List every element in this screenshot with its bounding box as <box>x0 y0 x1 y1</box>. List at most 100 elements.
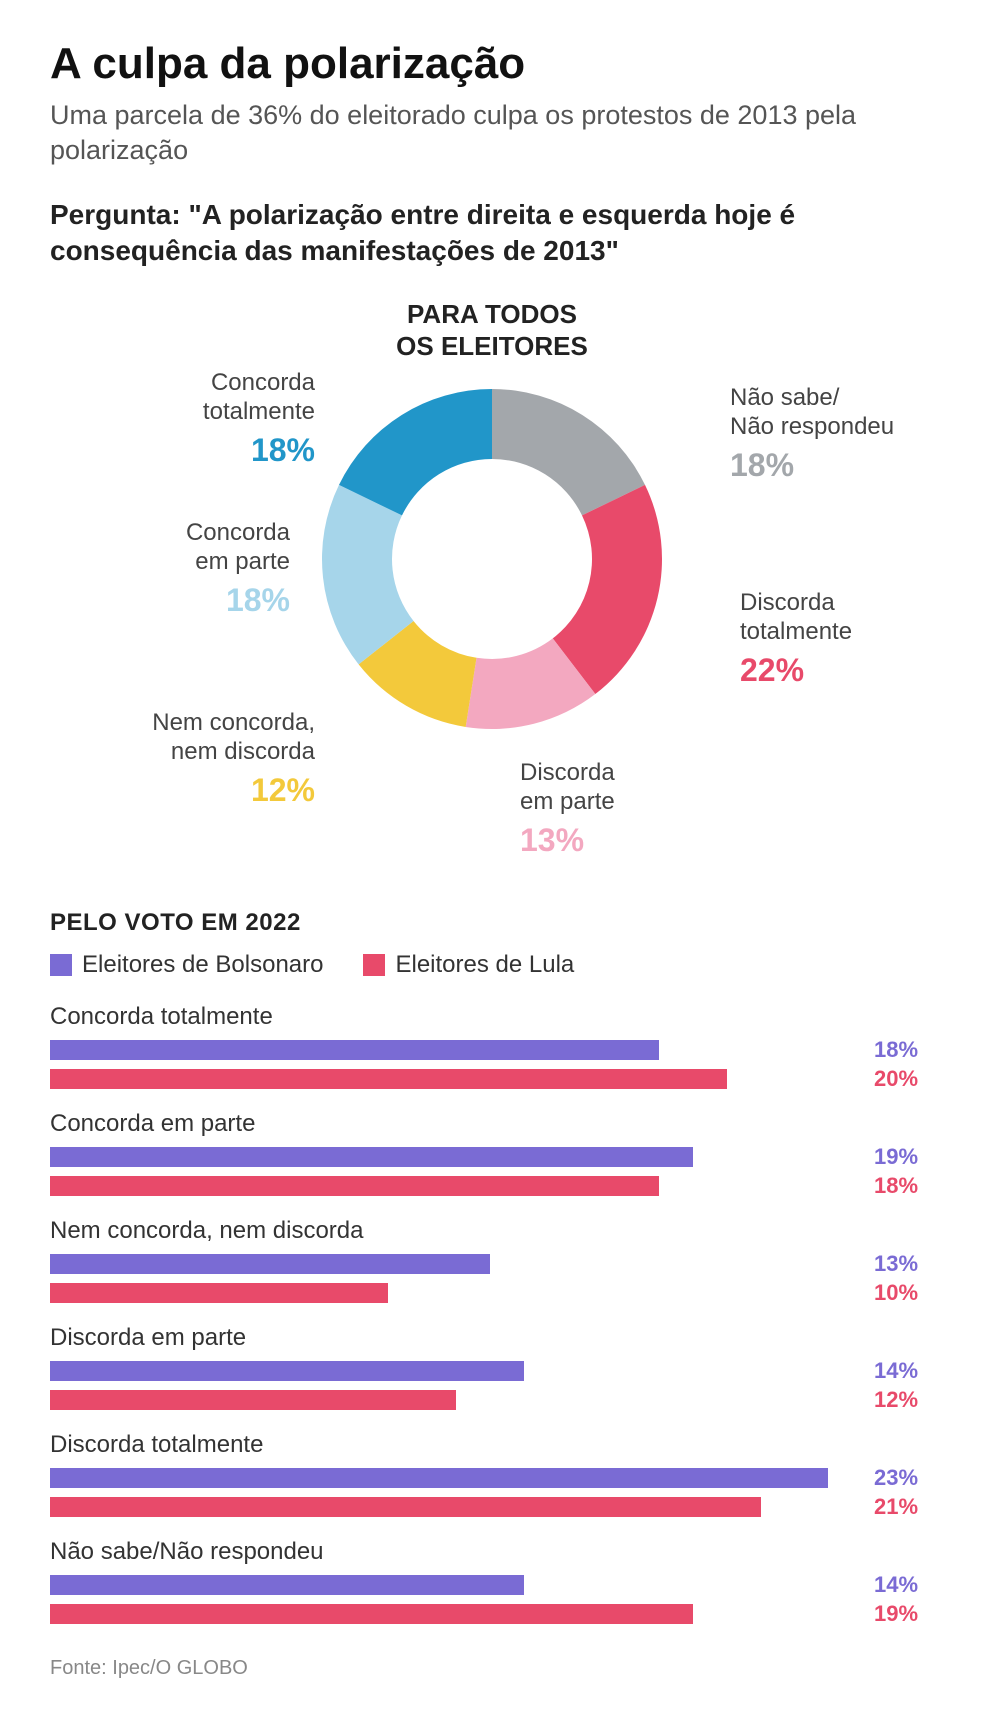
bar-row-bolsonaro: 19% <box>50 1144 934 1170</box>
donut-label-line: Não respondeu <box>730 413 894 442</box>
donut-label-line: Discorda <box>740 589 852 618</box>
bar-value: 13% <box>874 1251 934 1277</box>
bar-row-bolsonaro: 14% <box>50 1358 934 1384</box>
bar-track <box>50 1283 862 1303</box>
legend-item-bolsonaro: Eleitores de Bolsonaro <box>50 951 323 979</box>
donut-label-line: totalmente <box>740 618 852 647</box>
donut-label-line: nem discorda <box>105 738 315 767</box>
bar-value: 14% <box>874 1572 934 1598</box>
bar-fill <box>50 1069 727 1089</box>
donut-label-nao_sabe: Não sabe/Não respondeu 18% <box>730 384 894 484</box>
bar-group: Concorda totalmente 18% 20% <box>50 1003 934 1092</box>
bar-group-label: Discorda totalmente <box>50 1431 934 1459</box>
bar-fill <box>50 1575 524 1595</box>
donut-label-pct: 22% <box>740 651 852 689</box>
donut-label-pct: 18% <box>730 446 894 484</box>
bar-track <box>50 1069 862 1089</box>
bar-group-label: Discorda em parte <box>50 1324 934 1352</box>
bar-fill <box>50 1361 524 1381</box>
donut-label-line: totalmente <box>115 398 315 427</box>
bar-group-label: Não sabe/Não respondeu <box>50 1538 934 1566</box>
bar-row-lula: 20% <box>50 1066 934 1092</box>
bar-fill <box>50 1283 388 1303</box>
bar-track <box>50 1390 862 1410</box>
bar-track <box>50 1604 862 1624</box>
bar-value: 18% <box>874 1037 934 1063</box>
donut-label-line: Concorda <box>90 519 290 548</box>
bar-track <box>50 1176 862 1196</box>
donut-label-line: Nem concorda, <box>105 709 315 738</box>
bar-row-bolsonaro: 23% <box>50 1465 934 1491</box>
bar-track <box>50 1497 862 1517</box>
bar-row-lula: 10% <box>50 1280 934 1306</box>
bar-row-bolsonaro: 14% <box>50 1572 934 1598</box>
donut-section: PARA TODOS OS ELEITORES Não sabe/Não res… <box>50 299 934 899</box>
donut-label-disc_total: Discordatotalmente 22% <box>740 589 852 689</box>
donut-label-line: em parte <box>90 548 290 577</box>
donut-label-disc_parte: Discordaem parte 13% <box>520 759 615 859</box>
donut-label-nem_nem: Nem concorda,nem discorda 12% <box>105 709 315 809</box>
bar-fill <box>50 1390 456 1410</box>
bar-track <box>50 1468 862 1488</box>
donut-title-line: PARA TODOS <box>396 299 588 330</box>
chart-question: Pergunta: "A polarização entre direita e… <box>50 197 934 270</box>
bar-track <box>50 1147 862 1167</box>
bar-value: 19% <box>874 1144 934 1170</box>
bar-track <box>50 1361 862 1381</box>
bars-legend: Eleitores de Bolsonaro Eleitores de Lula <box>50 951 934 979</box>
legend-swatch <box>363 954 385 976</box>
bars-section-title: PELO VOTO EM 2022 <box>50 909 934 937</box>
bar-group-label: Nem concorda, nem discorda <box>50 1217 934 1245</box>
chart-subtitle: Uma parcela de 36% do eleitorado culpa o… <box>50 98 934 168</box>
bar-fill <box>50 1604 693 1624</box>
legend-swatch <box>50 954 72 976</box>
donut-label-line: em parte <box>520 788 615 817</box>
bar-value: 18% <box>874 1173 934 1199</box>
bar-value: 20% <box>874 1066 934 1092</box>
bar-row-lula: 12% <box>50 1387 934 1413</box>
bar-value: 14% <box>874 1358 934 1384</box>
bar-row-lula: 18% <box>50 1173 934 1199</box>
bar-fill <box>50 1176 659 1196</box>
donut-label-conc_total: Concordatotalmente 18% <box>115 369 315 469</box>
chart-title: A culpa da polarização <box>50 40 934 88</box>
bar-row-lula: 21% <box>50 1494 934 1520</box>
bar-fill <box>50 1147 693 1167</box>
bar-fill <box>50 1254 490 1274</box>
bar-track <box>50 1254 862 1274</box>
bar-row-bolsonaro: 18% <box>50 1037 934 1063</box>
donut-label-conc_parte: Concordaem parte 18% <box>90 519 290 619</box>
bar-value: 23% <box>874 1465 934 1491</box>
donut-label-pct: 18% <box>90 581 290 619</box>
bar-group: Não sabe/Não respondeu 14% 19% <box>50 1538 934 1627</box>
bar-track <box>50 1040 862 1060</box>
donut-label-line: Concorda <box>115 369 315 398</box>
bar-group: Discorda totalmente 23% 21% <box>50 1431 934 1520</box>
source-text: Fonte: Ipec/O GLOBO <box>50 1657 934 1680</box>
legend-label: Eleitores de Lula <box>395 951 574 979</box>
donut-label-pct: 13% <box>520 821 615 859</box>
donut-label-line: Discorda <box>520 759 615 788</box>
bar-fill <box>50 1040 659 1060</box>
bar-value: 10% <box>874 1280 934 1306</box>
bar-group: Discorda em parte 14% 12% <box>50 1324 934 1413</box>
donut-chart <box>312 379 672 739</box>
bar-value: 12% <box>874 1387 934 1413</box>
donut-title-line: OS ELEITORES <box>396 331 588 362</box>
legend-item-lula: Eleitores de Lula <box>363 951 574 979</box>
bar-group-label: Concorda em parte <box>50 1110 934 1138</box>
bars-container: Concorda totalmente 18% 20% Concorda em par… <box>50 1003 934 1627</box>
donut-title: PARA TODOS OS ELEITORES <box>396 299 588 361</box>
bar-value: 21% <box>874 1494 934 1520</box>
bar-group-label: Concorda totalmente <box>50 1003 934 1031</box>
bar-track <box>50 1575 862 1595</box>
bar-fill <box>50 1497 761 1517</box>
donut-label-pct: 18% <box>115 431 315 469</box>
bar-row-bolsonaro: 13% <box>50 1251 934 1277</box>
bar-fill <box>50 1468 828 1488</box>
bar-value: 19% <box>874 1601 934 1627</box>
legend-label: Eleitores de Bolsonaro <box>82 951 323 979</box>
bar-row-lula: 19% <box>50 1601 934 1627</box>
donut-label-pct: 12% <box>105 771 315 809</box>
donut-label-line: Não sabe/ <box>730 384 894 413</box>
